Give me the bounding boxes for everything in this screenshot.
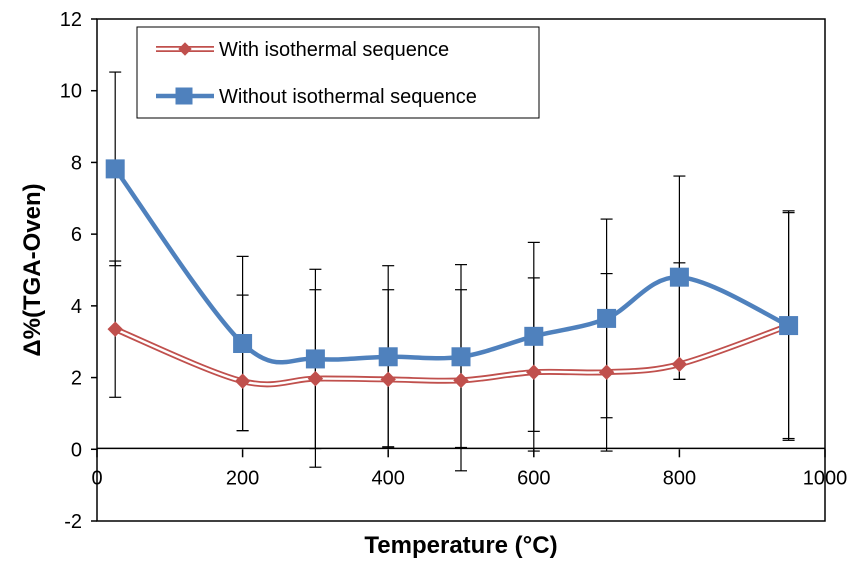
x-tick-label: 400 xyxy=(372,467,405,489)
x-axis-title: Temperature (°C) xyxy=(364,532,557,559)
y-tick-label: 6 xyxy=(71,224,82,246)
series-point-square xyxy=(597,308,617,328)
y-tick-label: 2 xyxy=(71,368,82,390)
series-point-square xyxy=(305,349,325,369)
series-point-diamond xyxy=(671,356,688,373)
x-tick-label: 800 xyxy=(663,467,696,489)
y-tick-label: -2 xyxy=(64,511,82,533)
y-tick-label: 0 xyxy=(71,439,82,461)
legend-marker-square xyxy=(175,87,193,105)
legend-marker-diamond xyxy=(178,42,192,56)
y-tick-label: 10 xyxy=(60,81,82,103)
y-tick-label: 12 xyxy=(60,9,82,31)
series-point-square xyxy=(105,159,125,179)
x-tick-label: 1000 xyxy=(803,467,848,489)
series-point-diamond xyxy=(307,370,324,387)
x-tick-label: 600 xyxy=(517,467,550,489)
legend-label: Without isothermal sequence xyxy=(219,86,477,108)
y-tick-label: 4 xyxy=(71,296,82,318)
y-axis-title: Δ%(TGA-Oven) xyxy=(19,183,46,356)
series-point-square xyxy=(233,334,253,354)
series-point-diamond xyxy=(107,321,123,337)
series-lines xyxy=(105,159,799,389)
legend-label: With isothermal sequence xyxy=(219,39,449,61)
legend: With isothermal sequence Without isotherm… xyxy=(136,26,540,119)
x-tick-label: 0 xyxy=(91,467,102,489)
legend-box xyxy=(136,26,540,119)
series-point-square xyxy=(669,267,689,287)
series-point-square xyxy=(378,347,398,367)
y-ticks: -2 0 2 4 6 8 10 12 xyxy=(60,9,97,533)
series-point-square xyxy=(451,347,471,367)
x-ticks: 0 200 400 600 800 1000 xyxy=(91,449,847,489)
series-point-square xyxy=(779,316,799,336)
series-point-diamond xyxy=(526,364,542,380)
x-tick-label: 200 xyxy=(226,467,259,489)
series-point-square xyxy=(524,326,544,346)
legend-items: With isothermal sequence Without isotherm… xyxy=(156,39,477,108)
series-point-diamond xyxy=(598,364,615,380)
series-point-diamond xyxy=(380,371,396,388)
series-point-diamond xyxy=(453,372,469,389)
y-tick-label: 8 xyxy=(71,152,82,174)
series-point-diamond xyxy=(234,373,251,389)
